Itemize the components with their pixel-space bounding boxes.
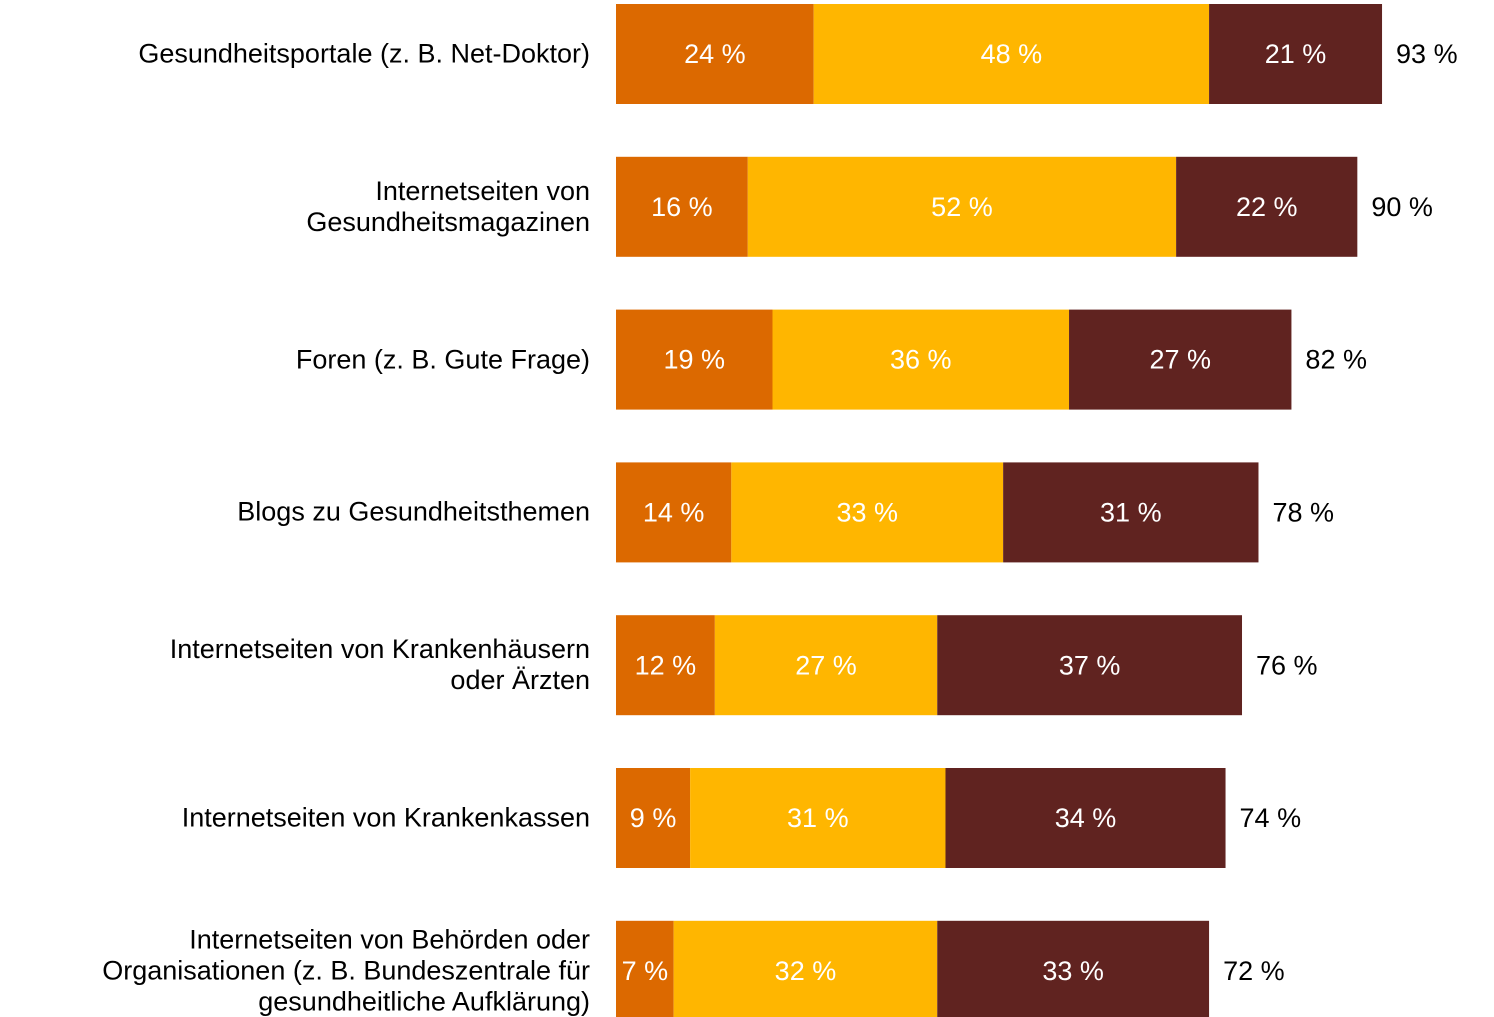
segment-label: 24 % bbox=[684, 39, 746, 69]
segment-label: 52 % bbox=[931, 192, 993, 222]
bar-segment bbox=[747, 156, 1177, 257]
segment-label: 48 % bbox=[981, 39, 1043, 69]
category-label: Internetseiten von Krankenkassen bbox=[181, 802, 590, 833]
bar-segment bbox=[945, 768, 1226, 868]
segment-label: 32 % bbox=[775, 956, 837, 986]
total-label: 93 % bbox=[1396, 39, 1458, 69]
segment-label: 19 % bbox=[663, 345, 725, 375]
bar-segment bbox=[1209, 4, 1383, 104]
total-label: 90 % bbox=[1371, 192, 1433, 222]
bar-segment bbox=[616, 462, 732, 563]
segment-label: 27 % bbox=[1149, 345, 1211, 375]
segment-label: 21 % bbox=[1265, 39, 1327, 69]
segment-label: 37 % bbox=[1059, 650, 1121, 680]
category-label: Internetseiten von Gesundheitsmagazinen bbox=[306, 175, 590, 237]
bar-segment bbox=[690, 768, 946, 868]
category-label: Foren (z. B. Gute Frage) bbox=[295, 344, 590, 375]
category-label: Internetseiten von Behörden oder Organis… bbox=[102, 924, 590, 1017]
bar-segment bbox=[1003, 462, 1259, 563]
segment-label: 34 % bbox=[1055, 803, 1117, 833]
bar-segment bbox=[813, 4, 1210, 104]
segment-label: 27 % bbox=[795, 650, 857, 680]
bar-segment bbox=[772, 309, 1070, 410]
segment-label: 14 % bbox=[643, 498, 705, 528]
total-label: 76 % bbox=[1256, 650, 1318, 680]
bar-segment bbox=[937, 615, 1243, 716]
segment-label: 36 % bbox=[890, 345, 952, 375]
bar-segment bbox=[731, 462, 1004, 563]
category-label: Internetseiten von Krankenhäusern oder Ä… bbox=[169, 634, 590, 696]
bar-segment bbox=[673, 920, 938, 1017]
bar-segment bbox=[616, 615, 715, 716]
total-label: 78 % bbox=[1272, 498, 1334, 528]
total-label: 74 % bbox=[1240, 803, 1302, 833]
bar-segment bbox=[616, 156, 748, 257]
segment-label: 31 % bbox=[787, 803, 849, 833]
bar-segment bbox=[616, 4, 814, 104]
bar-segment bbox=[1069, 309, 1292, 410]
category-label: Gesundheitsportale (z. B. Net-Doktor) bbox=[138, 38, 590, 69]
category-label: Blogs zu Gesundheitsthemen bbox=[237, 496, 590, 527]
total-label: 82 % bbox=[1305, 345, 1367, 375]
bar-segment bbox=[937, 920, 1210, 1017]
bar-segment bbox=[616, 309, 773, 410]
bar-segment bbox=[616, 920, 674, 1017]
bar-segment bbox=[714, 615, 938, 716]
segment-label: 33 % bbox=[836, 498, 898, 528]
segment-label: 31 % bbox=[1100, 498, 1162, 528]
total-label: 72 % bbox=[1223, 956, 1285, 986]
segment-label: 16 % bbox=[651, 192, 713, 222]
segment-label: 22 % bbox=[1236, 192, 1298, 222]
segment-label: 12 % bbox=[635, 650, 697, 680]
segment-label: 33 % bbox=[1042, 956, 1104, 986]
segment-label: 9 % bbox=[630, 803, 677, 833]
segment-label: 7 % bbox=[622, 956, 669, 986]
bar-segment bbox=[1176, 156, 1358, 257]
bar-segment bbox=[616, 768, 691, 868]
